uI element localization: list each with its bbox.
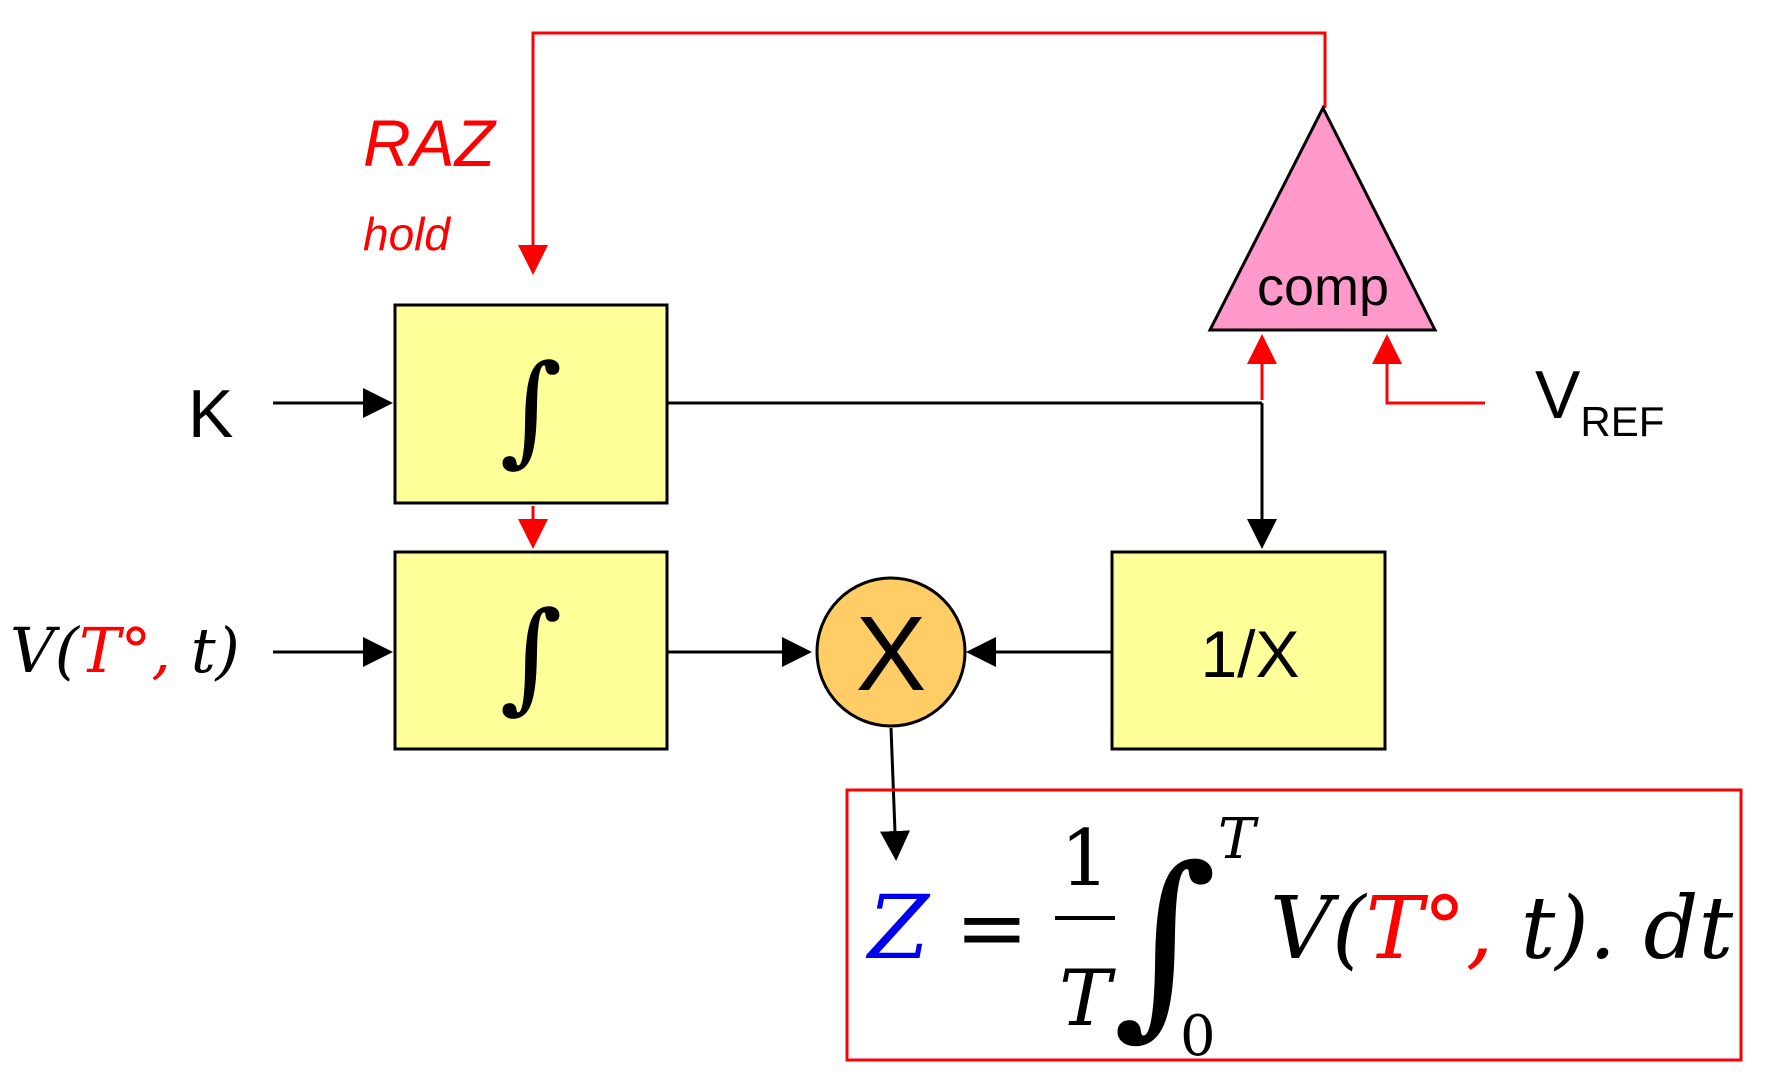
comparator-triangle [1207, 104, 1438, 332]
reciprocal-block [1110, 550, 1387, 751]
integrator-top-block [393, 303, 669, 505]
reciprocal-label: 1/X [1200, 617, 1299, 691]
formula-integrand-comma: , [1466, 879, 1493, 979]
vref-main: V [1535, 357, 1581, 433]
integrator-top-symbol: ∫ [500, 340, 563, 479]
v-input-comma: , [151, 614, 171, 687]
formula-lower-limit: 0 [1180, 1004, 1216, 1069]
v-input-label: V(T°, t) [10, 614, 240, 687]
formula-integrand-temperature: T° [1366, 879, 1466, 979]
vref-wire [1372, 334, 1485, 405]
formula-integral-sign: ∫ [1113, 825, 1217, 1058]
comparator-label: comp [1257, 257, 1389, 317]
formula-integrand: V(T°, t). dt [1270, 879, 1734, 979]
v-input-open: V( [10, 614, 81, 687]
formula-z: Z [865, 876, 931, 979]
formula-upper-limit: T [1218, 807, 1259, 872]
hold-label: hold [363, 208, 451, 260]
v-input-close: t) [171, 614, 240, 687]
integrator-bottom-block [393, 550, 669, 751]
formula-integrand-close: t). dt [1493, 879, 1733, 979]
raz-feedback-wire [518, 31, 1327, 275]
formula-fraction-denominator: T [1059, 954, 1116, 1044]
vref-sub: REF [1580, 398, 1664, 445]
vref-label: VREF [1535, 357, 1664, 445]
multiplier-output-wire [879, 727, 910, 861]
k-input-label: K [188, 376, 233, 452]
multiplier-circle [815, 576, 967, 728]
formula-equals: = [955, 876, 1029, 979]
formula-fraction-numerator: 1 [1060, 814, 1110, 904]
raz-label: RAZ [363, 106, 498, 180]
v-input-temperature: T° [79, 614, 151, 687]
multiplier-label: X [856, 595, 927, 713]
formula-box [845, 788, 1743, 1062]
formula-integrand-open: V( [1270, 879, 1368, 979]
integrator-bottom-symbol: ∫ [500, 587, 563, 726]
